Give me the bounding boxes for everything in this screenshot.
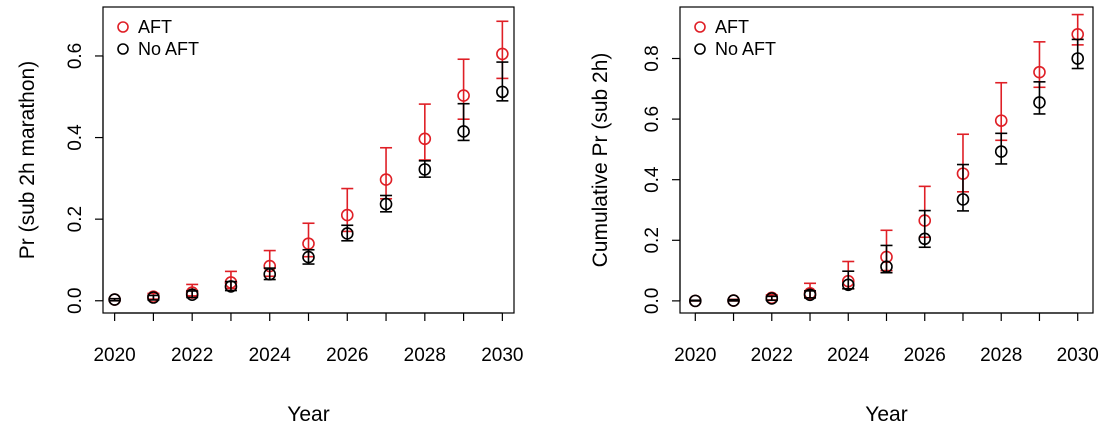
legend-marker-no-aft <box>694 43 706 55</box>
x-tick-label: 2028 <box>980 345 1022 366</box>
y-axis: 0.0 0.2 0.4 0.6 <box>65 43 104 314</box>
legend-label-no-aft: No AFT <box>138 39 199 59</box>
data-point <box>147 291 160 304</box>
data-point <box>496 85 509 99</box>
error-bar <box>1033 41 1046 89</box>
error-bar <box>727 298 740 302</box>
x-axis-title: Year <box>287 403 329 426</box>
data-point <box>224 280 238 293</box>
error-bar <box>108 297 121 302</box>
x-tick-label: 2020 <box>93 345 135 366</box>
data-point <box>457 89 470 102</box>
data-point <box>496 47 509 61</box>
chart-panel-2: 2020 2022 2024 2026 2028 2030 Year 0.0 0.2 0.4 0.6… <box>589 6 1099 426</box>
y-axis: 0.0 0.2 0.4 0.6 0.8 <box>642 45 681 314</box>
data-point <box>765 292 779 305</box>
legend-marker-aft <box>117 21 129 33</box>
data-point <box>1033 65 1046 79</box>
data-point <box>108 293 121 306</box>
data-point <box>956 193 970 206</box>
x-tick-label: 2024 <box>827 345 870 366</box>
legend-marker-no-aft <box>117 43 129 55</box>
data-point <box>185 288 199 301</box>
y-tick-label: 0.6 <box>65 43 86 69</box>
data-point <box>803 288 817 302</box>
error-bar <box>380 146 393 200</box>
data-point <box>302 250 315 264</box>
error-bar <box>956 163 969 212</box>
error-bar <box>995 132 1008 165</box>
data-point <box>688 294 702 308</box>
legend-label-no-aft: No AFT <box>715 39 776 59</box>
x-tick-label: 2028 <box>404 345 446 366</box>
error-bar <box>457 102 470 142</box>
y-tick-label: 0.8 <box>642 45 663 71</box>
series-no-aft <box>108 61 509 306</box>
x-tick-label: 2026 <box>904 345 946 366</box>
data-point <box>457 125 470 138</box>
y-axis-title: Pr (sub 2h marathon) <box>16 61 39 259</box>
error-bar <box>918 209 931 249</box>
y-tick-label: 0.0 <box>642 288 663 314</box>
data-point <box>994 114 1008 127</box>
error-bar <box>995 81 1008 142</box>
data-point <box>1071 52 1085 65</box>
data-point <box>880 260 893 273</box>
data-point <box>841 278 855 292</box>
x-tick-label: 2022 <box>171 345 213 366</box>
data-point <box>994 145 1008 158</box>
series-no-aft <box>688 38 1085 308</box>
error-bar <box>418 103 431 161</box>
x-tick-label: 2030 <box>481 345 523 366</box>
y-tick-label: 0.0 <box>65 288 86 314</box>
x-axis: 2020 2022 2024 2026 2028 2030 <box>93 312 524 366</box>
data-point <box>263 267 277 281</box>
data-point <box>1033 96 1046 109</box>
x-tick-label: 2026 <box>326 345 368 366</box>
data-point <box>418 163 432 176</box>
error-bar <box>689 299 702 302</box>
error-bar <box>147 294 160 301</box>
data-point <box>340 208 354 222</box>
data-point <box>379 197 393 211</box>
x-axis: 2020 2022 2024 2026 2028 2030 <box>674 312 1099 366</box>
data-point <box>918 232 932 246</box>
data-point <box>727 294 740 307</box>
data-point <box>379 173 393 186</box>
error-bar <box>765 295 778 302</box>
y-tick-label: 0.6 <box>642 106 663 132</box>
error-bar <box>496 61 509 102</box>
y-tick-label: 0.4 <box>65 124 86 151</box>
y-tick-label: 0.2 <box>642 227 663 253</box>
x-tick-label: 2030 <box>1057 345 1099 366</box>
x-tick-label: 2022 <box>751 345 793 366</box>
x-tick-label: 2024 <box>249 345 292 366</box>
x-tick-label: 2020 <box>674 345 716 366</box>
y-axis-title: Cumulative Pr (sub 2h) <box>589 53 612 268</box>
legend-label-aft: AFT <box>138 17 172 37</box>
chart-panel-1: 2020 2022 2024 2026 2028 2030 Year 0.0 0.2 0.4 0.6… <box>16 6 524 426</box>
data-point <box>340 227 354 240</box>
x-axis-title: Year <box>865 403 907 426</box>
legend-marker-aft <box>694 21 706 33</box>
legend-label-aft: AFT <box>715 17 749 37</box>
data-point <box>418 132 432 146</box>
y-tick-label: 0.4 <box>642 166 663 193</box>
y-tick-label: 0.2 <box>65 206 86 232</box>
